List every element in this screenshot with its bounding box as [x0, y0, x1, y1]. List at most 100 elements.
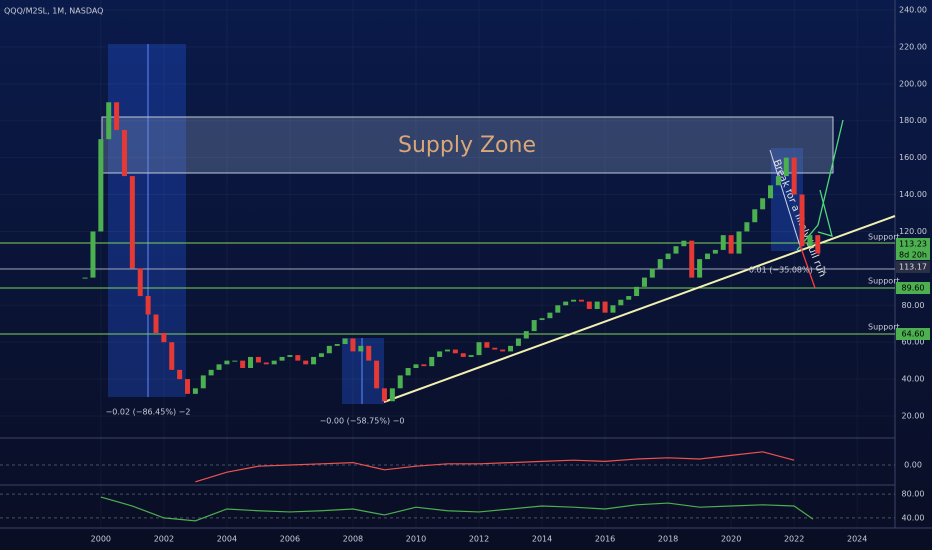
candle: [129, 176, 135, 269]
candle: [555, 305, 561, 313]
candle: [704, 253, 710, 260]
rsi-line: [100, 496, 814, 522]
x-tick-label: 2020: [721, 535, 741, 544]
candle: [515, 338, 521, 346]
price-tag: [896, 328, 930, 340]
candle: [476, 342, 482, 356]
price-tag: [896, 261, 930, 273]
candle: [768, 185, 774, 199]
countdown: 8d 20h: [899, 251, 927, 260]
measure-label: −0.00 (−58.75%) −0: [320, 417, 405, 426]
price-tag-label: 113.17: [899, 263, 927, 272]
candle: [665, 253, 671, 260]
candle: [523, 331, 529, 339]
candle: [200, 375, 206, 389]
x-tick-label: 2002: [154, 535, 174, 544]
candle: [161, 332, 167, 343]
candle: [799, 194, 805, 247]
candle: [82, 277, 88, 279]
candle: [649, 268, 655, 278]
candle: [610, 305, 616, 313]
candle: [634, 286, 640, 297]
candle: [366, 345, 372, 361]
bull-arrow: [817, 189, 833, 237]
candle: [641, 277, 647, 287]
x-tick-label: 2024: [847, 535, 867, 544]
candle: [586, 301, 592, 309]
y-tick-label: 40.00: [902, 375, 925, 384]
candle: [531, 320, 537, 332]
x-tick-label: 2000: [91, 535, 111, 544]
candle: [760, 198, 766, 210]
candle: [381, 388, 387, 402]
supply-zone: [101, 116, 834, 174]
price-tag: [896, 282, 930, 294]
candle: [602, 301, 608, 313]
measure-label: 0.01 (−35.08%) −1: [749, 266, 827, 275]
price-tag: [896, 238, 930, 250]
y-tick-label: 80.00: [902, 490, 925, 499]
candle: [405, 368, 411, 376]
measure-label: −0.02 (−86.45%) −2: [106, 408, 191, 417]
y-tick-label: 200.00: [899, 79, 927, 88]
candle: [728, 235, 734, 254]
candle: [106, 102, 112, 140]
y-tick-label: 20.00: [902, 412, 925, 421]
candle: [350, 338, 356, 352]
candle: [342, 338, 348, 345]
x-tick-label: 2006: [280, 535, 300, 544]
trend-line: [383, 215, 896, 403]
candle: [334, 344, 340, 346]
x-tick-label: 2018: [658, 535, 678, 544]
support-label: Support: [868, 277, 900, 286]
candle: [318, 353, 324, 357]
candle: [594, 301, 600, 309]
candle: [255, 356, 261, 363]
candle: [752, 209, 758, 223]
y-tick-label: 60.00: [902, 338, 925, 347]
x-tick-label: 2014: [532, 535, 552, 544]
candle: [689, 240, 695, 278]
candle: [413, 364, 419, 369]
candle: [539, 318, 545, 321]
candle: [468, 355, 474, 357]
candle: [500, 349, 506, 352]
supply-zone-label: Supply Zone: [398, 133, 536, 158]
candle: [185, 379, 191, 394]
y-tick-label: 140.00: [899, 190, 927, 199]
candle: [295, 355, 301, 361]
y-tick-label: 80.00: [902, 301, 925, 310]
candle: [358, 345, 364, 352]
candle: [397, 375, 403, 389]
candle: [807, 235, 813, 247]
candle: [775, 176, 781, 186]
y-tick-label: 120.00: [899, 227, 927, 236]
candle: [216, 364, 222, 370]
y-tick-label: 40.00: [902, 513, 925, 522]
candle: [815, 235, 821, 254]
price-tag-label: 113.23: [899, 240, 927, 249]
candle: [271, 360, 277, 365]
candle: [460, 353, 466, 357]
candle: [657, 259, 663, 269]
candle: [389, 388, 395, 402]
candle: [98, 139, 104, 232]
countdown-tag: [896, 250, 930, 260]
candle: [192, 388, 198, 394]
candle: [208, 369, 214, 376]
candle: [578, 299, 584, 302]
y-tick-label: 220.00: [899, 42, 927, 51]
candle: [279, 356, 285, 361]
candle: [712, 249, 718, 254]
candle: [153, 314, 159, 333]
price-tag-label: 89.60: [902, 284, 925, 293]
candle: [437, 351, 443, 357]
x-tick-label: 2016: [595, 535, 615, 544]
candle: [508, 345, 514, 352]
price-tag-label: 64.60: [902, 330, 925, 339]
candle: [421, 364, 427, 367]
candle: [248, 356, 254, 369]
y-tick-label: 240.00: [899, 6, 927, 15]
candle: [571, 299, 577, 302]
candle: [618, 299, 624, 306]
